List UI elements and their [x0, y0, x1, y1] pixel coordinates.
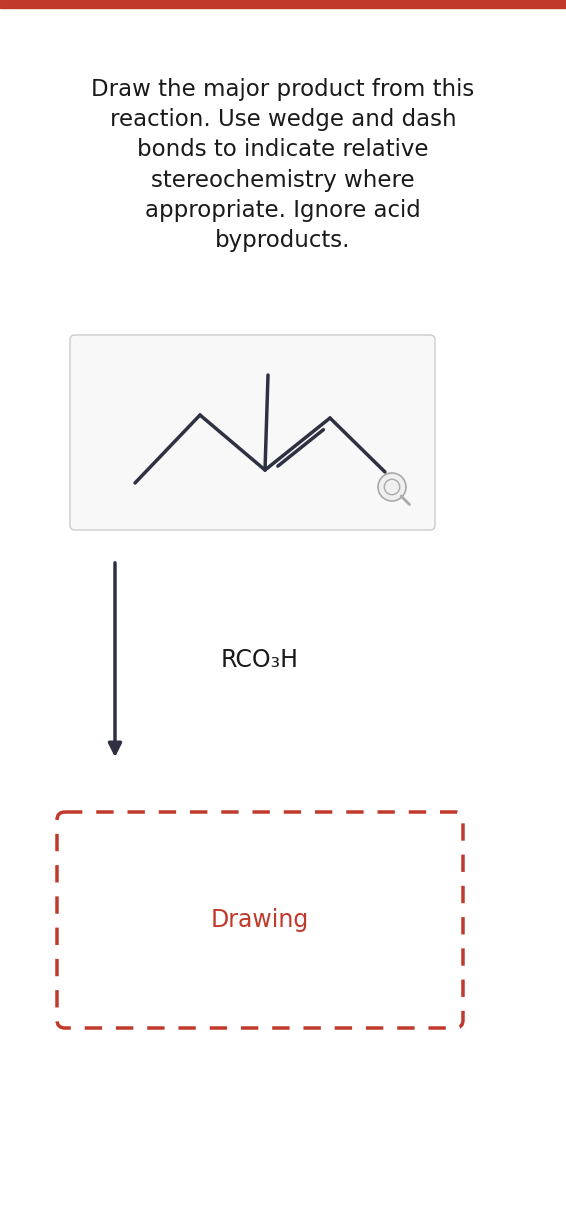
Circle shape	[378, 473, 406, 501]
Bar	[0, 0, 566, 9]
Text: RCO₃H: RCO₃H	[221, 648, 299, 672]
FancyBboxPatch shape	[70, 335, 435, 530]
Text: Drawing: Drawing	[211, 908, 309, 932]
Text: Draw the major product from this
reaction. Use wedge and dash
bonds to indicate : Draw the major product from this reactio…	[91, 78, 475, 252]
